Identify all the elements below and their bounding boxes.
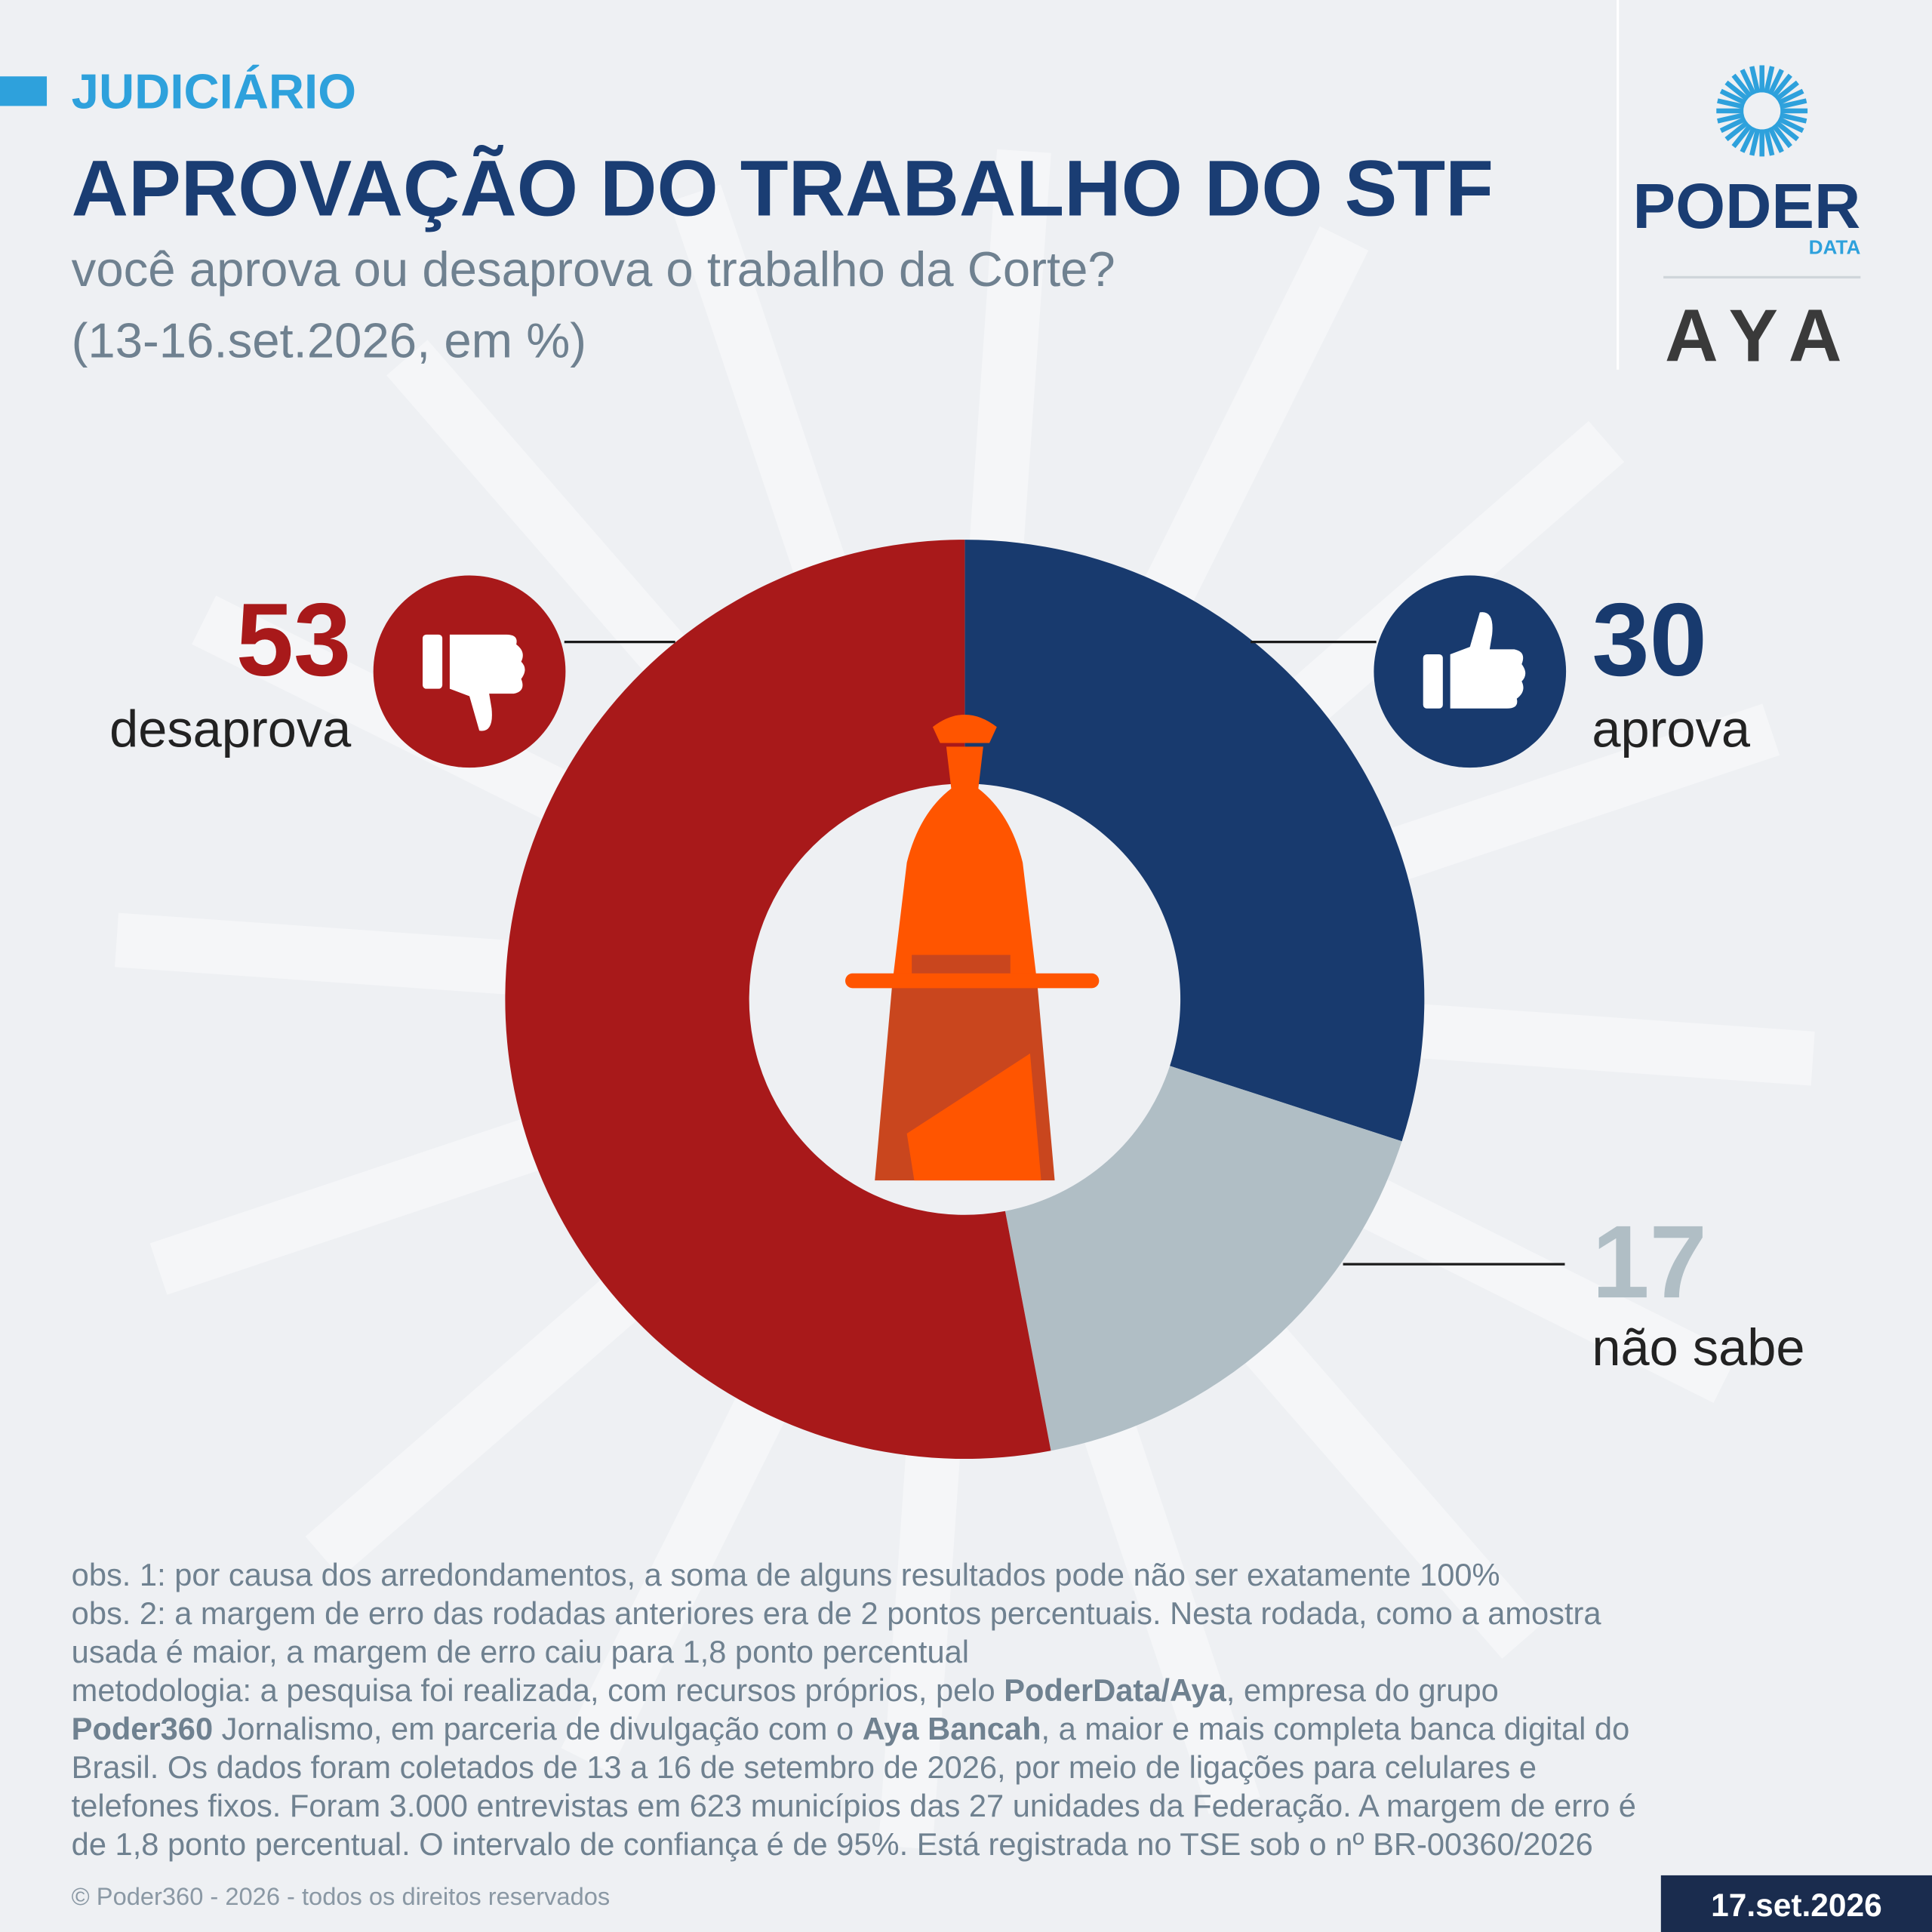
- thumb-hand: [1450, 612, 1526, 709]
- notes: obs. 1: por causa dos arredondamentos, a…: [72, 1557, 1636, 1862]
- logo-ray: [1771, 73, 1792, 98]
- logo-ray: [1767, 69, 1784, 96]
- note-text: , a maior e mais completa banca digital …: [1041, 1711, 1630, 1746]
- data-label: 30: [1592, 583, 1707, 698]
- note-text: obs. 1: por causa dos arredondamentos, a…: [72, 1557, 1500, 1592]
- donut-slice: [1004, 1066, 1402, 1451]
- category-label: não sabe: [1592, 1318, 1804, 1377]
- logo-ray: [1771, 124, 1792, 149]
- logo-ray: [1719, 116, 1747, 134]
- note-line: Brasil. Os dados foram coletados de 13 a…: [72, 1749, 1537, 1785]
- category-label: aprova: [1592, 700, 1751, 758]
- logo-ray: [1749, 66, 1761, 94]
- note-text: de 1,8 ponto percentual. O intervalo de …: [72, 1826, 1593, 1862]
- note-text: Jornalismo, em parceria de divulgação co…: [213, 1711, 863, 1746]
- partner-logo: AYA: [1665, 294, 1859, 377]
- note-text: PoderData/Aya: [1004, 1672, 1226, 1708]
- data-label: 17: [1592, 1204, 1707, 1320]
- note-line: de 1,8 ponto percentual. O intervalo de …: [72, 1826, 1593, 1862]
- thumb-cuff: [1423, 654, 1443, 709]
- note-text: Poder360: [72, 1711, 213, 1746]
- logo-ray: [1777, 116, 1804, 134]
- donut-slice: [964, 540, 1425, 1142]
- logo-ray: [1779, 98, 1807, 109]
- note-line: usada é maior, a margem de erro caiu par…: [72, 1634, 969, 1669]
- note-text: usada é maior, a margem de erro caiu par…: [72, 1634, 969, 1669]
- date-box: [1660, 1875, 1932, 1932]
- thumb-icon: [423, 634, 525, 731]
- donut-slice: [505, 540, 1051, 1460]
- logo-ray: [1759, 65, 1764, 93]
- logo-ray: [1779, 112, 1807, 124]
- logo-ray: [1716, 108, 1744, 114]
- category-label: desaprova: [109, 700, 352, 758]
- logo-ray: [1767, 126, 1784, 153]
- subtitle: (13-16.set.2026, em %): [72, 312, 586, 368]
- thumb-cuff: [423, 634, 443, 689]
- note-text: Brasil. Os dados foram coletados de 13 a…: [72, 1749, 1537, 1785]
- note-line: telefones fixos. Foram 3.000 entrevistas…: [72, 1788, 1636, 1823]
- statue: [845, 973, 1100, 989]
- note-line: Poder360 Jornalismo, em parceria de divu…: [72, 1711, 1630, 1746]
- note-text: telefones fixos. Foram 3.000 entrevistas…: [72, 1788, 1636, 1823]
- note-text: Aya Bancah: [863, 1711, 1041, 1746]
- statue: [906, 1053, 1041, 1181]
- logo-ray: [1774, 80, 1799, 102]
- logo-ray: [1763, 66, 1775, 94]
- logo-name: PODER: [1632, 170, 1860, 242]
- data-label: 53: [236, 583, 352, 698]
- logo-ray: [1717, 98, 1745, 109]
- logo-ray: [1749, 128, 1761, 156]
- thumb-icon: [1423, 612, 1526, 709]
- section-marker: [0, 76, 48, 106]
- logo-ray: [1780, 108, 1808, 114]
- thumb-hand: [449, 634, 525, 731]
- logo-ray: [1777, 88, 1804, 106]
- date: 17.set.2026: [1711, 1887, 1882, 1923]
- logo-ray: [1731, 73, 1752, 98]
- logo-ray: [1724, 120, 1749, 142]
- logo-ray: [1724, 80, 1749, 102]
- section: JUDICIÁRIO: [72, 64, 356, 119]
- logo-sub: DATA: [1809, 235, 1861, 258]
- logo-ray: [1774, 120, 1799, 142]
- logo-ray: [1719, 88, 1747, 106]
- subtitle: você aprova ou desaprova o trabalho da C…: [72, 242, 1115, 297]
- logo-ray: [1717, 112, 1745, 124]
- note-line: obs. 2: a margem de erro das rodadas ant…: [72, 1595, 1602, 1631]
- note-line: metodologia: a pesquisa foi realizada, c…: [72, 1672, 1499, 1708]
- statue: [892, 746, 1038, 986]
- note-line: obs. 1: por causa dos arredondamentos, a…: [72, 1557, 1500, 1592]
- copyright: © Poder360 - 2026 - todos os direitos re…: [72, 1882, 611, 1910]
- logo-icon: [1716, 65, 1808, 157]
- logo-ray: [1731, 124, 1752, 149]
- note-text: obs. 2: a margem de erro das rodadas ant…: [72, 1595, 1602, 1631]
- logo-ray: [1740, 69, 1757, 96]
- logo-ray: [1759, 129, 1764, 157]
- chart-title: APROVAÇÃO DO TRABALHO DO STF: [72, 145, 1494, 233]
- logo-ray: [1763, 128, 1775, 156]
- logo-ray: [1740, 126, 1757, 153]
- note-text: metodologia: a pesquisa foi realizada, c…: [72, 1672, 1004, 1708]
- statue: [932, 714, 997, 743]
- note-text: , empresa do grupo: [1226, 1672, 1499, 1708]
